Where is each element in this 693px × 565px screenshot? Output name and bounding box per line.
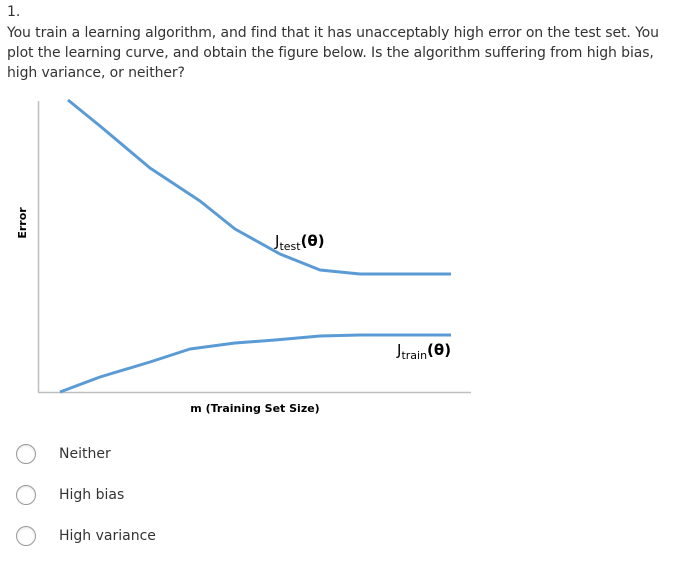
test-label-subscript: test — [279, 240, 301, 253]
train-curve-label: Jtrain(θ) — [396, 341, 451, 362]
test-error-curve — [67, 98, 451, 276]
option-label[interactable]: High bias — [59, 487, 125, 503]
train-label-base: J — [396, 341, 401, 359]
option-label[interactable]: Neither — [59, 446, 111, 462]
learning-curve-figure: Error m (Training Set Size) Jtest(θ) Jtr… — [16, 98, 471, 415]
train-label-subscript: train — [401, 349, 427, 362]
train-label-suffix: (θ) — [427, 341, 451, 359]
train-error-curve — [59, 333, 451, 394]
x-axis-label: m (Training Set Size) — [190, 402, 319, 415]
option-neither[interactable]: Neither — [16, 442, 156, 466]
option-high-bias[interactable]: High bias — [16, 483, 156, 507]
y-axis-label: Error — [16, 207, 29, 239]
option-label[interactable]: High variance — [59, 528, 156, 544]
test-label-suffix: (θ) — [301, 232, 325, 250]
radio-high-bias[interactable] — [16, 485, 36, 505]
question-number: 1. — [7, 4, 21, 20]
test-curve-label: Jtest(θ) — [274, 232, 325, 253]
radio-neither[interactable] — [16, 444, 36, 464]
test-label-base: J — [274, 232, 279, 250]
question-text: You train a learning algorithm, and find… — [7, 25, 659, 81]
option-high-variance[interactable]: High variance — [16, 524, 156, 548]
radio-high-variance[interactable] — [16, 526, 36, 546]
answer-options: Neither High bias High variance — [16, 442, 156, 565]
